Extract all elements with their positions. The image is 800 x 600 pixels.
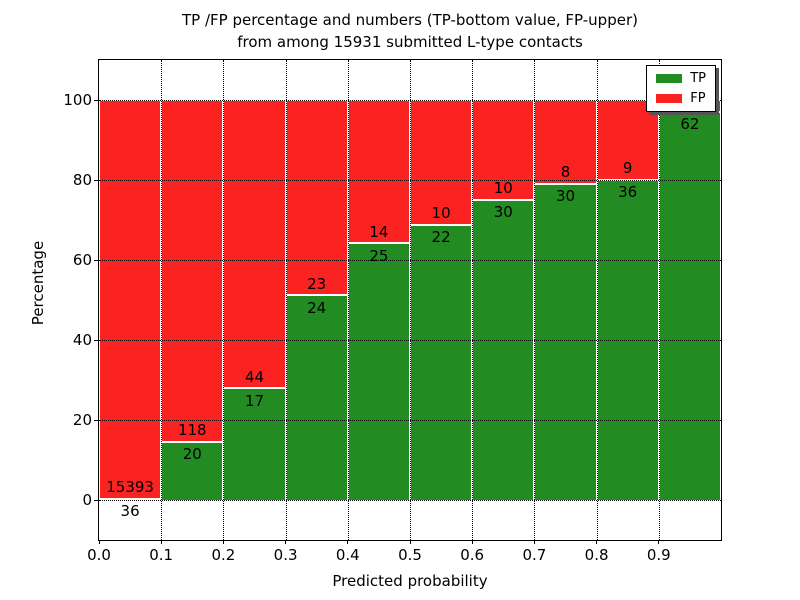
x-tick-label: 0.9: [646, 546, 671, 564]
fp-count-label: 8: [560, 163, 571, 182]
y-tick-label: 0: [82, 491, 92, 509]
tp-count-label: 30: [493, 203, 513, 221]
bar-segment-fp: [99, 100, 162, 500]
bar-segment-fp: [223, 100, 286, 389]
y-tick: [94, 499, 98, 501]
legend-swatch-tp-icon: [656, 74, 683, 83]
gridline-vertical: [223, 60, 225, 540]
x-tick: [285, 540, 287, 544]
bar-segment-fp: [596, 100, 659, 180]
x-tick: [533, 540, 535, 544]
bar-edge: [224, 387, 285, 390]
bar-edge: [286, 294, 347, 297]
fp-count-label: 15393: [106, 478, 154, 497]
fp-count-label: 23: [307, 274, 327, 293]
legend-swatch-fp-icon: [656, 94, 683, 103]
bar-segment-tp: [472, 200, 535, 500]
x-tick: [160, 540, 162, 544]
x-tick-label: 0.2: [211, 546, 236, 564]
y-tick: [94, 339, 98, 341]
x-tick-label: 0.1: [149, 546, 174, 564]
x-tick: [98, 540, 100, 544]
bar-segment-tp: [410, 225, 473, 500]
legend-label-tp: TP: [690, 71, 706, 86]
bar-edge: [535, 182, 596, 185]
y-tick: [94, 419, 98, 421]
gridline-vertical: [347, 60, 349, 540]
bar-edge: [597, 178, 658, 181]
bar-edge: [348, 242, 409, 245]
tp-count-label: 17: [244, 391, 265, 410]
bar-edge: [411, 223, 472, 226]
x-tick-label: 0.3: [273, 546, 298, 564]
gridline-vertical: [285, 60, 287, 540]
bar-segment-tp: [534, 184, 597, 500]
fp-count-label: 14: [369, 222, 389, 241]
fp-count-label: 10: [493, 179, 513, 197]
x-tick: [222, 540, 224, 544]
chart-title-line1: TP /FP percentage and numbers (TP-bottom…: [182, 11, 638, 29]
legend-label-fp: FP: [690, 91, 706, 106]
tp-count-label: 24: [307, 298, 327, 317]
fp-count-label: 10: [431, 204, 451, 222]
gridline-vertical: [161, 60, 163, 540]
x-tick-label: 0.0: [87, 546, 111, 564]
y-tick-label: 60: [72, 251, 92, 269]
x-axis-label: Predicted probability: [332, 572, 488, 590]
y-tick-label: 100: [63, 91, 92, 109]
gridline-vertical: [410, 60, 411, 540]
bar-segment-fp: [161, 100, 224, 443]
bar-segment-tp: [99, 499, 162, 501]
chart-title-line2: from among 15931 submitted L-type contac…: [237, 33, 583, 51]
x-tick-label: 0.8: [584, 546, 609, 564]
bar-segment-fp: [472, 100, 535, 200]
x-tick: [596, 540, 598, 544]
bar-edge: [162, 440, 223, 443]
gridline-vertical: [658, 60, 660, 540]
legend-item-fp: FP: [656, 92, 706, 105]
gridline-vertical: [596, 60, 598, 540]
tp-count-label: 20: [182, 445, 202, 464]
x-tick: [347, 540, 349, 544]
y-tick: [94, 99, 98, 101]
legend: TP FP: [646, 65, 716, 112]
gridline-vertical: [534, 60, 536, 540]
bar-edge: [473, 198, 534, 201]
tp-count-label: 30: [555, 187, 576, 206]
y-tick: [94, 179, 98, 181]
tp-count-label: 22: [431, 228, 451, 246]
chart-title: TP /FP percentage and numbers (TP-bottom…: [99, 9, 721, 53]
x-tick-label: 0.4: [335, 546, 360, 564]
y-tick-label: 40: [72, 331, 92, 349]
x-tick-label: 0.6: [460, 546, 485, 564]
gridline-vertical: [472, 60, 474, 540]
bar-segment-fp: [285, 100, 348, 296]
tp-count-label: 36: [618, 183, 638, 201]
x-tick-label: 0.7: [522, 546, 547, 564]
x-tick-label: 0.5: [398, 546, 422, 564]
bar-segment-tp: [347, 243, 410, 500]
y-tick-label: 20: [72, 411, 92, 429]
x-tick: [409, 540, 411, 544]
y-tick: [94, 259, 98, 261]
x-tick: [658, 540, 660, 544]
bar-segment-tp: [658, 112, 721, 500]
fp-count-label: 118: [177, 421, 207, 440]
tp-count-label: 25: [369, 246, 389, 265]
bar-segment-tp: [161, 442, 224, 500]
legend-item-tp: TP: [656, 72, 706, 85]
bar-segment-tp: [285, 295, 348, 500]
tp-count-label: 36: [120, 502, 140, 521]
fp-count-label: 44: [244, 367, 265, 386]
tp-count-label: 62: [680, 115, 700, 134]
plot-area: TP FP 15393 36 118 20 44 17 23 24 14 25 10 22 10 30 8 3…: [98, 59, 722, 541]
x-tick: [471, 540, 473, 544]
bar-edge: [100, 497, 161, 500]
fp-count-label: 9: [622, 159, 633, 177]
y-tick-label: 80: [72, 171, 92, 189]
